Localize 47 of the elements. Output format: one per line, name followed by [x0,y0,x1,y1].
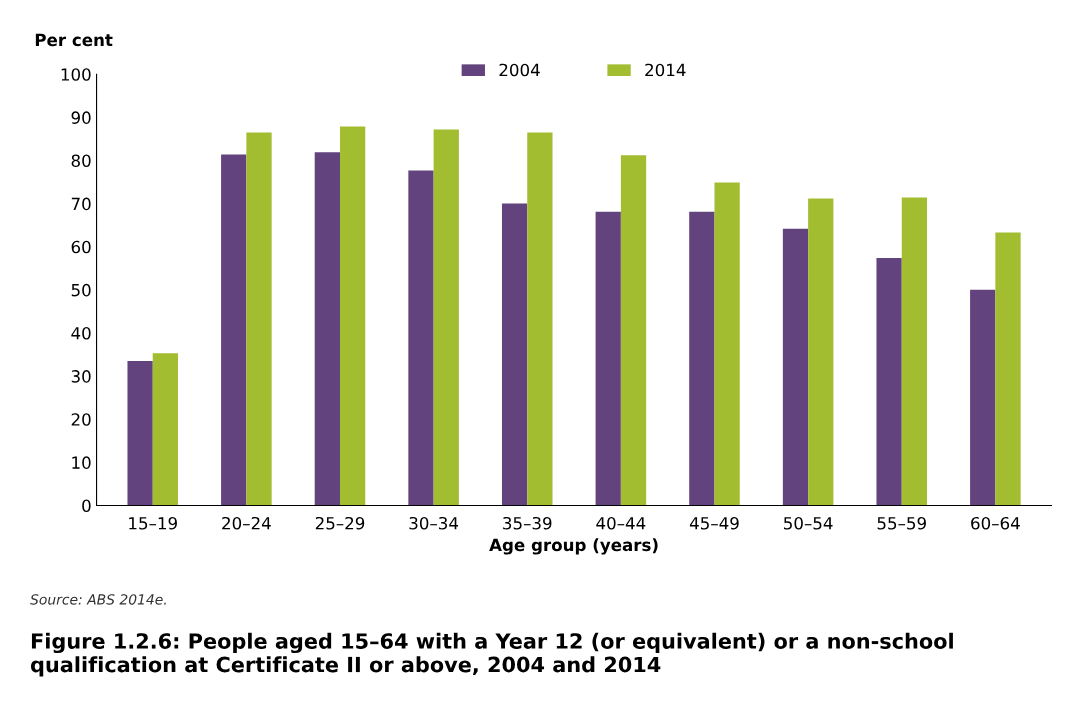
bar [970,289,996,506]
y-tick-label: 70 [71,197,91,211]
y-tick-label: 40 [71,326,91,340]
bar [314,152,340,506]
bar [527,132,553,506]
x-tick-label: 55–59 [877,516,926,530]
bar [339,126,366,506]
bar [714,182,740,506]
source-note: Source: ABS 2014e. [30,594,166,605]
bar [246,132,272,506]
bar [595,211,621,506]
bar [782,228,809,506]
x-tick-label: 30–34 [409,516,459,530]
bar [221,154,247,506]
bar [620,155,647,506]
x-tick-label: 45–49 [689,516,739,530]
bar [152,353,179,506]
y-tick-label: 80 [71,154,91,168]
text: Figure 1.2.6: People aged 15–64 with a Year 12 (or equivalent) or a non-school qualification at Certificate II or above, 2004 and 2014 [30,632,953,677]
bar [901,197,928,506]
legend-label: 2014 [645,63,686,77]
y-tick-label: 90 [71,111,91,124]
y-tick-label: 50 [71,283,91,297]
x-tick-label: 40–44 [596,516,646,530]
x-tick-label: 35–39 [503,516,552,530]
y-tick-label: 30 [71,370,91,383]
x-tick-label: 15–19 [129,516,177,530]
bar [501,203,528,506]
y-tick-label: 20 [71,413,91,426]
bar [995,232,1021,506]
y-axis-title: Per cent [35,33,113,47]
bar [808,198,834,506]
bar [689,211,715,506]
bar [408,170,434,506]
y-tick-label: 10 [72,456,91,469]
x-tick-label: 60–64 [971,516,1020,530]
x-axis-title: Age group (years) [489,538,658,555]
y-tick-label: 0 [82,499,91,513]
x-tick-label: 25–29 [315,516,365,530]
y-tick-label: 100 [61,68,91,81]
bar [127,361,153,506]
bar [433,129,459,506]
bar [876,257,902,506]
x-tick-label: 20–24 [222,516,271,530]
x-tick-label: 50–54 [784,516,833,530]
y-tick-label: 60 [71,240,91,254]
legend-label: 2004 [499,63,540,77]
